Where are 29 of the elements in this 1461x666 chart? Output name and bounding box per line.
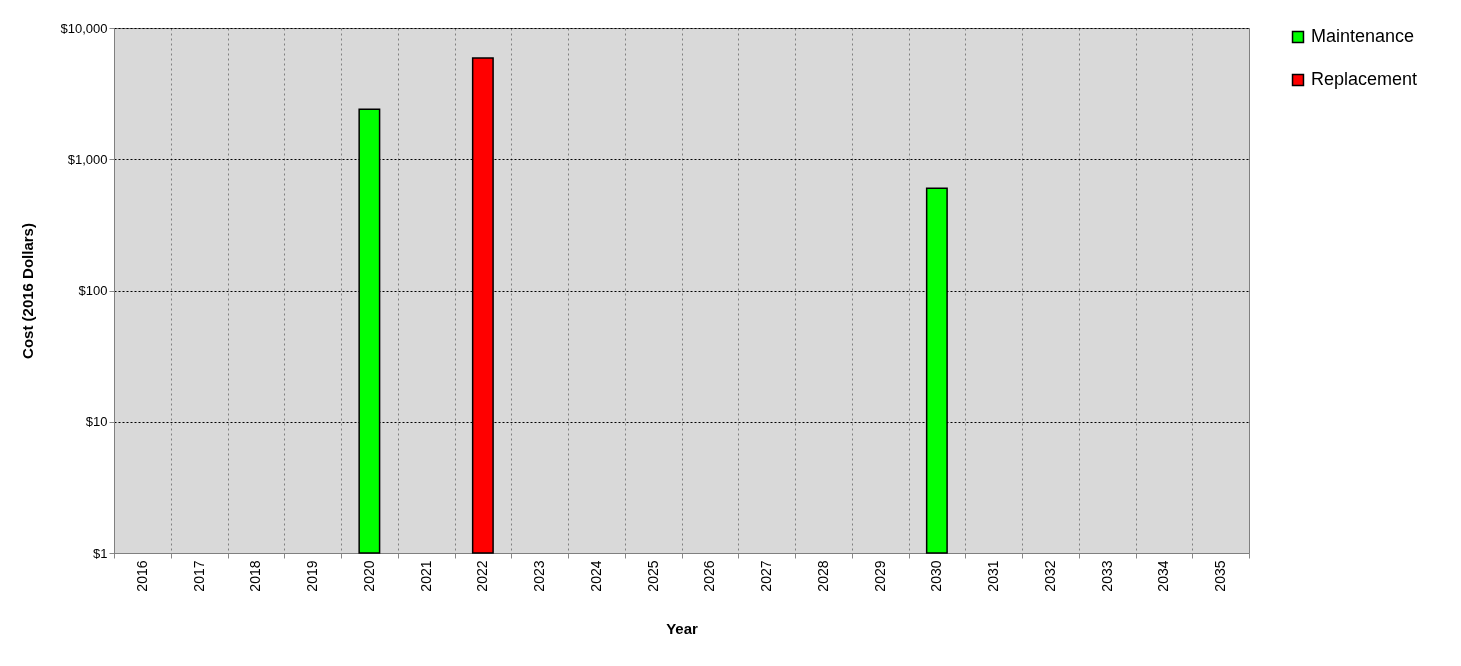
x-tick-label: 2031 [985, 560, 1002, 592]
y-tick-label: $10 [85, 414, 108, 430]
x-tick-label: 2019 [304, 560, 321, 592]
x-tick-label: 2022 [474, 560, 491, 592]
y-tick-label: $10,000 [60, 20, 108, 36]
x-tick-label: 2030 [928, 560, 945, 592]
x-tick-label: 2028 [814, 560, 831, 592]
x-tick-label: 2033 [1098, 560, 1115, 592]
x-tick-label: 2027 [758, 560, 775, 592]
x-axis-title: Year [666, 619, 699, 637]
x-tick-label: 2032 [1041, 560, 1058, 592]
x-tick-label: 2018 [247, 560, 264, 592]
y-tick-label: $1 [93, 545, 108, 561]
x-tick-label: 2016 [133, 560, 150, 592]
y-tick-label: $100 [78, 283, 108, 298]
legend-label: Maintenance [1311, 26, 1415, 46]
x-tick-label: 2020 [360, 560, 377, 592]
legend-label: Replacement [1311, 69, 1418, 89]
x-tick-label: 2024 [587, 560, 604, 592]
x-tick-label: 2017 [190, 560, 207, 592]
x-tick-label: 2029 [871, 560, 888, 592]
x-tick-label: 2025 [644, 560, 661, 592]
y-tick-label: $1,000 [67, 151, 108, 167]
x-tick-label: 2034 [1155, 560, 1172, 592]
x-tick-label: 2023 [531, 560, 548, 592]
x-tick-label: 2021 [417, 560, 434, 592]
x-tick-label: 2026 [701, 560, 718, 592]
y-axis-title: Cost (2016 Dollars) [18, 223, 36, 359]
x-tick-label: 2035 [1212, 560, 1229, 592]
